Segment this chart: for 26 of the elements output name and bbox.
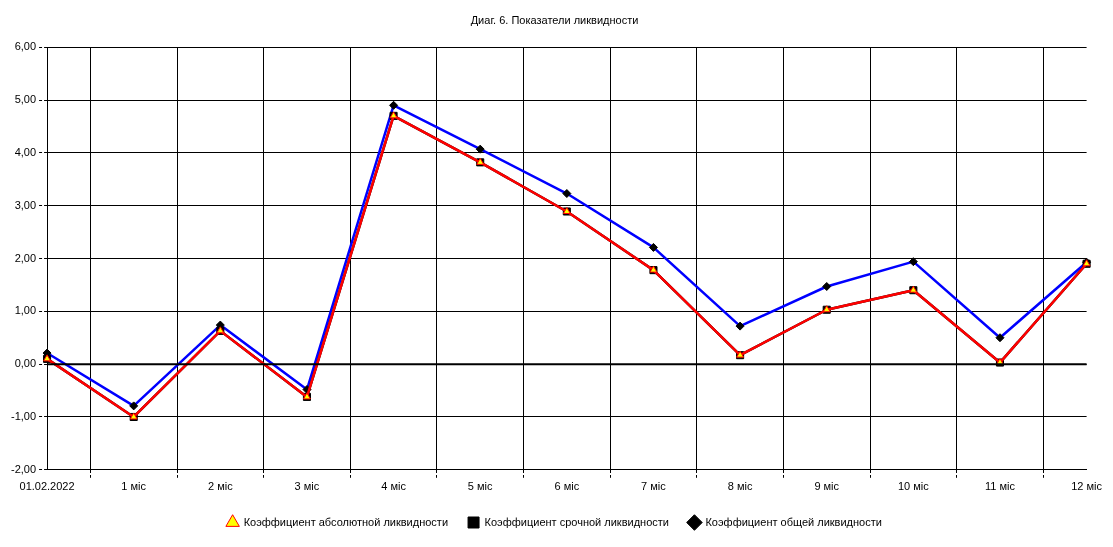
y-tick-label: 0,00 bbox=[14, 357, 37, 370]
y-tick-label: 5,00 bbox=[14, 93, 37, 106]
x-tick-label: 9 міс bbox=[814, 480, 840, 493]
legend-label: Коэффициент срочной ликвидности bbox=[484, 515, 669, 528]
x-tick-label: 8 міс bbox=[727, 480, 753, 493]
chart-title: Диаг. 6. Показатели ликвидности bbox=[470, 13, 639, 26]
x-tick-label: 12 міс bbox=[1071, 480, 1103, 493]
x-tick-label: 6 міс bbox=[554, 480, 580, 493]
y-tick-label: 3,00 bbox=[14, 198, 37, 211]
y-tick-label: -1,00 bbox=[10, 410, 37, 423]
x-tick-label: 2 міс bbox=[207, 480, 234, 493]
legend-label: Коэффициент общей ликвидности bbox=[705, 515, 882, 528]
x-tick-label: 5 міс bbox=[467, 480, 494, 493]
y-tick-label: 1,00 bbox=[14, 304, 37, 317]
x-tick-label: 7 міс bbox=[641, 480, 667, 493]
x-tick-label: 1 міс bbox=[121, 480, 147, 493]
x-tick-label: 10 міс bbox=[897, 480, 930, 493]
y-tick-label: 6,00 bbox=[14, 40, 37, 53]
y-tick-label: 2,00 bbox=[14, 251, 37, 264]
x-tick-label: 11 міс bbox=[984, 480, 1016, 493]
x-tick-label: 01.02.2022 bbox=[19, 480, 75, 493]
legend-label: Коэффициент абсолютной ликвидности bbox=[243, 515, 449, 528]
x-tick-label: 4 міс bbox=[381, 480, 407, 493]
y-tick-label: 4,00 bbox=[14, 145, 37, 158]
x-tick-label: 3 міс bbox=[294, 480, 320, 493]
y-tick-label: -2,00 bbox=[10, 462, 37, 475]
